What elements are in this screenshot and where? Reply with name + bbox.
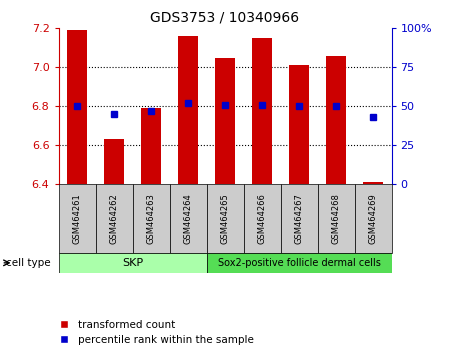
Bar (207, 253, 392, 273)
Bar (363, 182, 383, 184)
Bar (67, 30, 87, 184)
Text: GSM464268: GSM464268 (332, 193, 341, 244)
Bar (252, 38, 272, 184)
Bar (215, 58, 235, 184)
Text: SKP: SKP (122, 258, 143, 268)
Bar (58, 253, 207, 273)
Bar (289, 65, 309, 184)
Legend: transformed count, percentile rank within the sample: transformed count, percentile rank withi… (59, 320, 254, 345)
Bar (141, 108, 161, 184)
Text: Sox2-positive follicle dermal cells: Sox2-positive follicle dermal cells (217, 258, 380, 268)
Text: cell type: cell type (6, 258, 54, 268)
Text: GSM464267: GSM464267 (294, 193, 303, 244)
Title: GDS3753 / 10340966: GDS3753 / 10340966 (150, 10, 300, 24)
Text: GSM464265: GSM464265 (220, 193, 230, 244)
Text: GSM464263: GSM464263 (147, 193, 156, 244)
Bar (318, 184, 355, 253)
Bar (104, 139, 124, 184)
Bar (326, 56, 346, 184)
Text: GSM464269: GSM464269 (369, 193, 378, 244)
Bar (280, 184, 318, 253)
Text: GSM464262: GSM464262 (109, 193, 118, 244)
Bar (207, 184, 243, 253)
Text: GSM464261: GSM464261 (72, 193, 81, 244)
Bar (170, 184, 207, 253)
Bar (243, 184, 280, 253)
Bar (58, 184, 95, 253)
Bar (132, 184, 170, 253)
Text: GSM464266: GSM464266 (257, 193, 266, 244)
Bar (178, 36, 198, 184)
Text: GSM464264: GSM464264 (184, 193, 193, 244)
Bar (95, 184, 132, 253)
Bar (355, 184, 392, 253)
